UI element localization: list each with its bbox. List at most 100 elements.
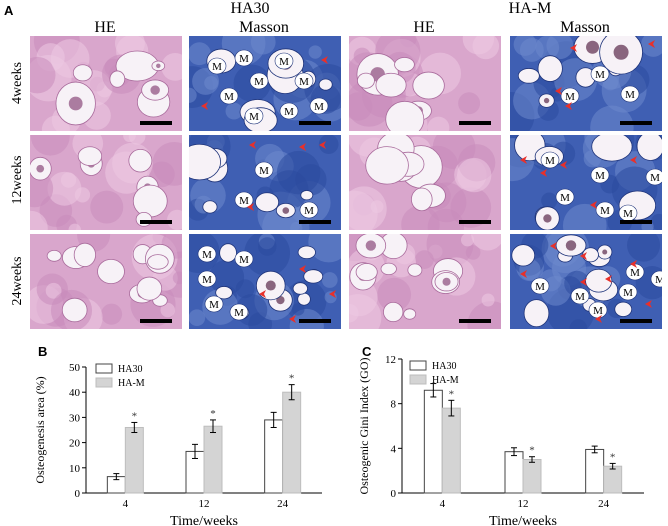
red-arrow-icon (321, 56, 328, 64)
bar-ha-m-4 (124, 426, 144, 494)
significance-star: * (529, 445, 535, 457)
tissue-marker-m: M (595, 170, 605, 182)
x-tick-label: 12 (199, 498, 210, 510)
y-tick-label: 20 (69, 438, 81, 450)
bar-ha30-4 (423, 389, 443, 494)
y-tick-label: 0 (75, 488, 81, 500)
tissue-marker-m: M (535, 281, 545, 293)
tissue-marker-m: M (560, 192, 570, 204)
bar-ha-m-4 (441, 407, 461, 494)
significance-star: * (449, 388, 455, 400)
legend-swatch (95, 363, 113, 374)
legend-label: HA-M (118, 378, 145, 389)
legend-swatch (409, 374, 427, 385)
tissue-marker-m: M (284, 106, 294, 118)
tissue-marker-m: M (565, 91, 575, 103)
scale-bar (140, 319, 172, 323)
tissue-marker-m: M (650, 172, 660, 184)
group-header-ha30: HA30 (230, 0, 270, 17)
scale-bar (620, 319, 652, 323)
y-tick-label: 12 (385, 354, 396, 366)
significance-star: * (210, 408, 216, 420)
y-axis-label: Osteogenic Gini Index (GO) (357, 358, 371, 495)
tissue-marker-m: M (279, 56, 289, 68)
bar-ha-m-12 (522, 459, 542, 494)
scale-bar (459, 319, 491, 323)
tissue-marker-m: M (630, 267, 640, 279)
red-arrow-icon (555, 87, 562, 95)
row-label-4weeks: 4weeks (10, 62, 25, 104)
scale-bar (299, 319, 331, 323)
group-header-ha-m: HA-M (508, 0, 552, 17)
x-tick-label: 24 (277, 498, 289, 510)
tissue-marker-m: M (239, 254, 249, 266)
histology-tile-r1-c3 (349, 36, 501, 131)
tissue-marker-m: M (593, 305, 603, 317)
red-arrow-icon (560, 161, 567, 169)
tissue-marker-m: M (202, 249, 212, 261)
panel-c-letter: C (362, 344, 372, 359)
histology-tile-r3-c2: M M M M M (189, 234, 341, 329)
significance-star: * (610, 451, 616, 463)
scale-bar (140, 121, 172, 125)
y-tick-label: 40 (69, 387, 81, 399)
y-axis-label: Osteogenesis area (%) (33, 376, 47, 483)
tissue-marker-m: M (623, 208, 633, 220)
legend-label: HA30 (432, 361, 456, 372)
red-arrow-icon (289, 315, 296, 323)
histology-tile-r2-c2: M M M (189, 135, 341, 230)
tissue-marker-m: M (239, 53, 249, 65)
red-arrow-icon (299, 143, 306, 151)
legend-label: HA-M (432, 375, 459, 386)
significance-star: * (289, 373, 295, 385)
legend-swatch (409, 360, 427, 371)
panel-a-letter: A (4, 3, 14, 18)
y-tick-label: 10 (69, 463, 81, 475)
bar-ha30-12 (504, 451, 524, 494)
red-arrow-icon (595, 315, 602, 323)
red-arrow-icon (329, 290, 336, 298)
red-arrow-icon (605, 275, 612, 283)
red-arrow-icon (630, 156, 637, 164)
tissue-marker-m: M (655, 274, 662, 286)
tissue-marker-m: M (202, 274, 212, 286)
tissue-marker-m: M (304, 205, 314, 217)
x-tick-label: 4 (440, 498, 446, 510)
red-arrow-icon (630, 260, 637, 268)
bar-ha-m-24 (282, 391, 302, 494)
red-arrow-icon (540, 169, 547, 177)
y-tick-label: 50 (69, 362, 81, 374)
x-tick-label: 4 (123, 498, 129, 510)
panel-b-letter: B (38, 344, 48, 359)
red-arrow-icon (201, 102, 208, 110)
histology-tile-r1-c1 (30, 36, 182, 131)
bar-ha-m-24 (603, 465, 623, 494)
scale-bar (459, 220, 491, 224)
scale-bar (620, 121, 652, 125)
red-arrow-icon (580, 278, 587, 286)
legend-swatch (95, 377, 113, 388)
red-arrow-icon (648, 40, 655, 48)
tissue-marker-m: M (625, 89, 635, 101)
tissue-marker-m: M (623, 287, 633, 299)
chart-b-svg: 0 10 20 30 40 50 Osteogenesis area (%) * 4 * 12 * 24… (33, 362, 322, 525)
row-label-12weeks: 12weeks (10, 155, 25, 205)
tissue-marker-m: M (209, 299, 219, 311)
column-header-masson-2: Masson (560, 19, 610, 36)
tissue-marker-m: M (314, 101, 324, 113)
tissue-marker-m: M (239, 195, 249, 207)
tissue-marker-m: M (575, 291, 585, 303)
column-header-he-2: HE (413, 19, 435, 36)
tissue-marker-m: M (224, 91, 234, 103)
red-arrow-icon (645, 300, 652, 308)
red-arrow-icon (580, 252, 587, 260)
tissue-marker-m: M (249, 111, 259, 123)
bar-ha30-24 (264, 419, 284, 494)
red-arrow-icon (259, 290, 266, 298)
tissue-marker-m: M (600, 205, 610, 217)
red-arrow-icon (299, 265, 306, 273)
red-arrow-icon (565, 102, 572, 110)
red-arrow-icon (520, 270, 527, 278)
